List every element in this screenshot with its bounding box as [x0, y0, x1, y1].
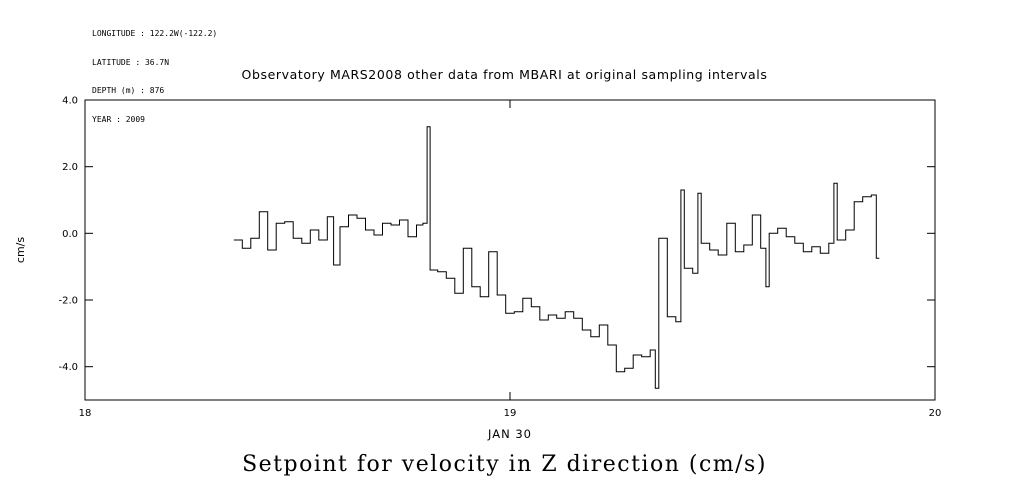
x-tick-label: 18 [79, 408, 92, 419]
meta-year: YEAR : 2009 [92, 114, 145, 124]
y-tick-label: -2.0 [58, 296, 78, 307]
velocity-series-line [233, 126, 880, 389]
y-tick-label: 2.0 [62, 162, 78, 173]
chart-caption: Setpoint for velocity in Z direction (cm… [242, 452, 767, 477]
meta-longitude: LONGITUDE : 122.2W(-122.2) [92, 29, 218, 38]
plot-box [84, 99, 936, 401]
station-metadata: LONGITUDE : 122.2W(-122.2) LATITUDE : 36… [92, 10, 217, 134]
x-axis-label: JAN 30 [487, 427, 532, 441]
x-tick-label: 20 [929, 408, 942, 419]
meta-latitude: LATITUDE : 36.7N [92, 57, 170, 67]
y-tick-label: 0.0 [62, 229, 78, 240]
meta-depth: DEPTH (m) : 876 [92, 86, 165, 95]
x-tick-label: 19 [504, 408, 517, 419]
y-tick-label: 4.0 [62, 96, 78, 107]
velocity-step-chart: 4.0 2.0 0.0 -2.0 -4.0 18 19 20 JAN 30 cm/s [14, 96, 942, 442]
chart-title: Observatory MARS2008 other data from MBA… [241, 67, 768, 82]
y-axis-label: cm/s [14, 237, 27, 263]
y-tick-label: -4.0 [58, 362, 78, 373]
